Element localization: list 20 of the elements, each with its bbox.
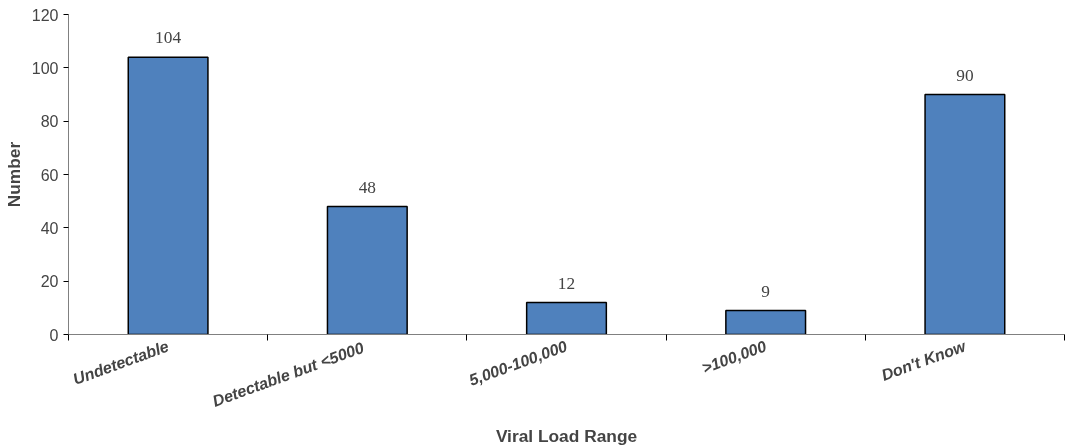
x-tick-label: Don't Know [879,336,970,384]
y-tick-label: 100 [31,59,59,77]
y-tick-label: 60 [40,166,59,184]
y-axis-title: Number [3,141,24,208]
y-tick-label: 40 [40,219,59,237]
data-label: 90 [956,65,974,85]
y-tick-label: 120 [31,6,59,24]
bar [924,93,1006,335]
bar [725,309,807,335]
data-label: 12 [557,273,576,293]
data-label: 104 [155,28,182,48]
y-tick-label: 0 [49,326,59,344]
bar [525,301,608,335]
y-tick-label: 20 [40,273,59,291]
data-label: 48 [358,177,376,197]
bar [127,56,209,335]
y-tick-label: 80 [40,113,59,131]
x-axis-title: Viral Load Range [495,425,638,446]
data-label: 9 [761,281,771,301]
bar [326,205,408,335]
